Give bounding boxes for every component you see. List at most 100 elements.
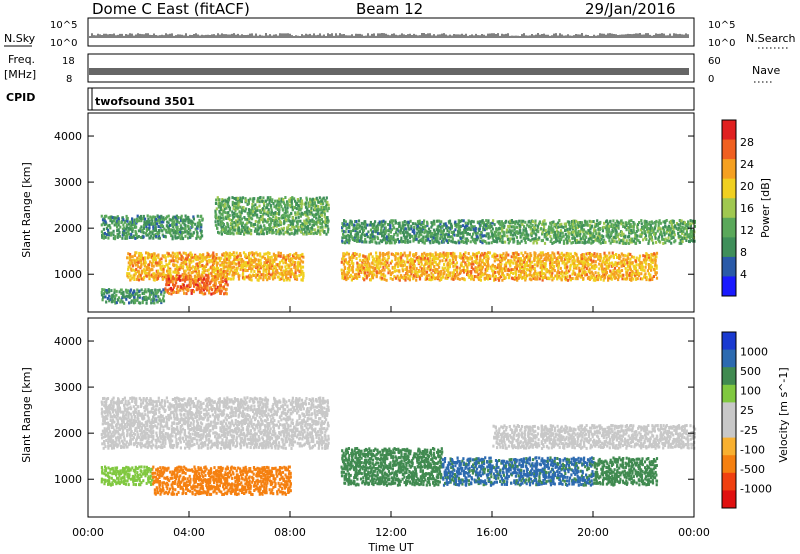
heatmap-cell: [573, 271, 576, 275]
heatmap-cell: [353, 253, 356, 257]
heatmap-cell: [142, 256, 145, 260]
heatmap-cell: [120, 219, 123, 223]
heatmap-cell: [513, 239, 516, 243]
heatmap-cell: [446, 276, 449, 280]
heatmap-cell: [227, 203, 230, 207]
heatmap-cell: [603, 251, 606, 255]
heatmap-cell: [411, 222, 415, 226]
heatmap-cell: [441, 266, 444, 270]
heatmap-cell: [433, 265, 436, 268]
heatmap-cell: [307, 201, 310, 205]
heatmap-cell: [498, 269, 501, 273]
heatmap-cell: [299, 201, 302, 205]
heatmap-cell: [448, 230, 451, 234]
heatmap-cell: [610, 254, 613, 258]
heatmap-cell: [127, 232, 130, 236]
heatmap-cell: [598, 262, 601, 266]
heatmap-cell: [128, 258, 131, 262]
heatmap-cell: [149, 236, 152, 240]
heatmap-cell: [239, 211, 242, 215]
heatmap-cell: [274, 265, 277, 269]
heatmap-cell: [648, 265, 651, 269]
heatmap-cell: [412, 258, 415, 262]
heatmap-cell: [142, 214, 145, 218]
heatmap-cell: [231, 273, 234, 277]
heatmap-cell: [183, 269, 186, 273]
heatmap-cell: [257, 261, 260, 265]
heatmap-cell: [161, 268, 164, 272]
heatmap-cell: [573, 259, 576, 263]
heatmap-cell: [565, 269, 568, 273]
heatmap-cell: [158, 258, 161, 262]
heatmap-cell: [290, 198, 293, 202]
heatmap-cell: [187, 283, 190, 287]
heatmap-cell: [231, 196, 234, 200]
heatmap-cell: [450, 239, 453, 243]
heatmap-cell: [182, 260, 185, 264]
heatmap-cell: [301, 254, 304, 258]
heatmap-cell: [344, 276, 347, 280]
heatmap-cell: [177, 277, 180, 281]
heatmap-cell: [238, 229, 241, 232]
heatmap-cell: [141, 228, 144, 232]
heatmap-cell: [366, 260, 370, 264]
heatmap-cell: [655, 266, 658, 270]
heatmap-cell: [400, 256, 403, 260]
heatmap-cell: [492, 239, 495, 242]
heatmap-cell: [264, 199, 268, 203]
heatmap-cell: [219, 291, 222, 295]
heatmap-cell: [589, 276, 592, 280]
heatmap-cell: [295, 216, 298, 220]
heatmap-cell: [271, 258, 274, 262]
heatmap-cell: [289, 227, 292, 231]
heatmap-cell: [475, 257, 479, 261]
heatmap-cell: [496, 228, 499, 232]
heatmap-cell: [271, 264, 274, 268]
heatmap-cell: [418, 219, 421, 223]
heatmap-cell: [215, 213, 218, 217]
heatmap-cell: [176, 254, 179, 258]
heatmap-cell: [612, 269, 615, 272]
heatmap-cell: [429, 229, 432, 233]
heatmap-cell: [208, 289, 211, 293]
heatmap-cell: [189, 221, 192, 225]
heatmap-cell: [201, 267, 204, 271]
heatmap-cell: [129, 253, 132, 256]
heatmap-cell: [432, 268, 435, 272]
heatmap-cell: [404, 239, 407, 243]
heatmap-cell: [233, 273, 236, 277]
heatmap-cell: [602, 257, 605, 260]
heatmap-cell: [483, 251, 486, 255]
heatmap-cell: [221, 276, 224, 280]
heatmap-cell: [177, 235, 180, 239]
heatmap-cell: [453, 254, 456, 258]
heatmap-cell: [282, 198, 285, 201]
heatmap-cell: [524, 251, 527, 255]
heatmap-cell: [171, 219, 174, 223]
heatmap-cell: [150, 273, 153, 277]
heatmap-cell: [375, 241, 378, 245]
heatmap-cell: [200, 286, 204, 290]
heatmap-cell: [186, 255, 189, 259]
heatmap-cell: [273, 276, 276, 280]
heatmap-cell: [455, 261, 458, 265]
heatmap-cell: [133, 275, 136, 279]
heatmap-cell: [509, 237, 512, 241]
heatmap-cell: [286, 276, 290, 280]
heatmap-cell: [393, 269, 396, 273]
heatmap-cell: [340, 260, 343, 264]
heatmap-cell: [599, 275, 602, 279]
heatmap-cell: [225, 261, 228, 265]
heatmap-cell: [283, 271, 286, 275]
heatmap-cell: [128, 222, 131, 226]
heatmap-cell: [231, 218, 234, 222]
heatmap-cell: [171, 251, 174, 255]
heatmap-cell: [103, 216, 106, 220]
heatmap-cell: [443, 235, 446, 239]
heatmap-cell: [448, 262, 451, 266]
heatmap-cell: [162, 216, 165, 220]
heatmap-cell: [192, 270, 195, 274]
heatmap-cell: [387, 251, 390, 255]
heatmap-cell: [470, 256, 473, 260]
heatmap-cell: [368, 267, 371, 271]
